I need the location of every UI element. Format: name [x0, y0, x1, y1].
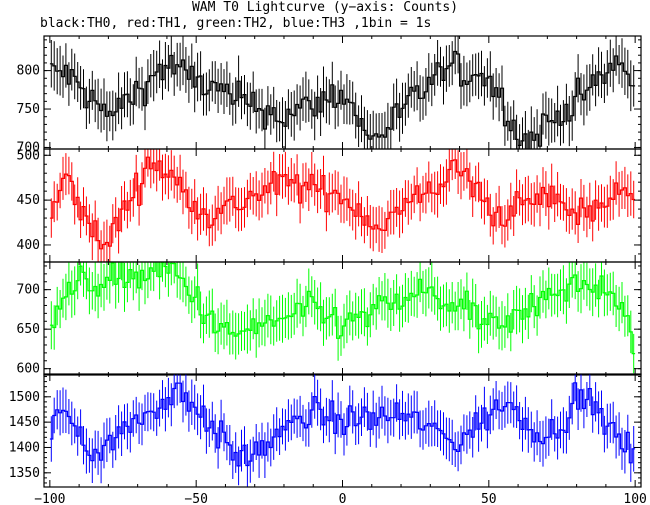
y-tick-label: 600 — [17, 362, 40, 377]
y-tick-label: 1500 — [9, 390, 40, 405]
series-th1 — [49, 149, 636, 262]
y-tick-label: 650 — [17, 322, 40, 337]
y-tick-label: 500 — [17, 148, 40, 163]
series-th2 — [49, 262, 636, 374]
y-tick-label: 450 — [17, 193, 40, 208]
lightcurve-th2 — [49, 262, 636, 355]
y-tick-label: 400 — [17, 238, 40, 253]
y-tick-label: 700 — [17, 140, 40, 155]
y-tick-label: 1400 — [9, 440, 40, 455]
x-tick-label: 0 — [339, 492, 347, 505]
x-tick-label: −100 — [34, 492, 65, 505]
lightcurve-th0 — [49, 50, 636, 149]
series-th0 — [49, 36, 636, 149]
x-tick-label: 50 — [481, 492, 497, 505]
y-tick-label: 750 — [17, 102, 40, 117]
y-tick-label: 800 — [17, 64, 40, 79]
lightcurve-th3 — [49, 382, 636, 467]
series-th3 — [49, 374, 636, 487]
chart-title: WAM T0 Lightcurve (y−axis: Counts) — [191, 0, 459, 15]
x-tick-label: −50 — [184, 492, 207, 505]
y-tick-label: 700 — [17, 283, 40, 298]
y-tick-label: 1350 — [9, 466, 40, 481]
x-tick-label: 100 — [623, 492, 646, 505]
error-bars-th2 — [50, 262, 635, 374]
y-tick-label: 1450 — [9, 415, 40, 430]
lightcurve-th1 — [49, 156, 636, 250]
chart-subtitle: black:TH0, red:TH1, green:TH2, blue:TH3 … — [40, 16, 432, 31]
